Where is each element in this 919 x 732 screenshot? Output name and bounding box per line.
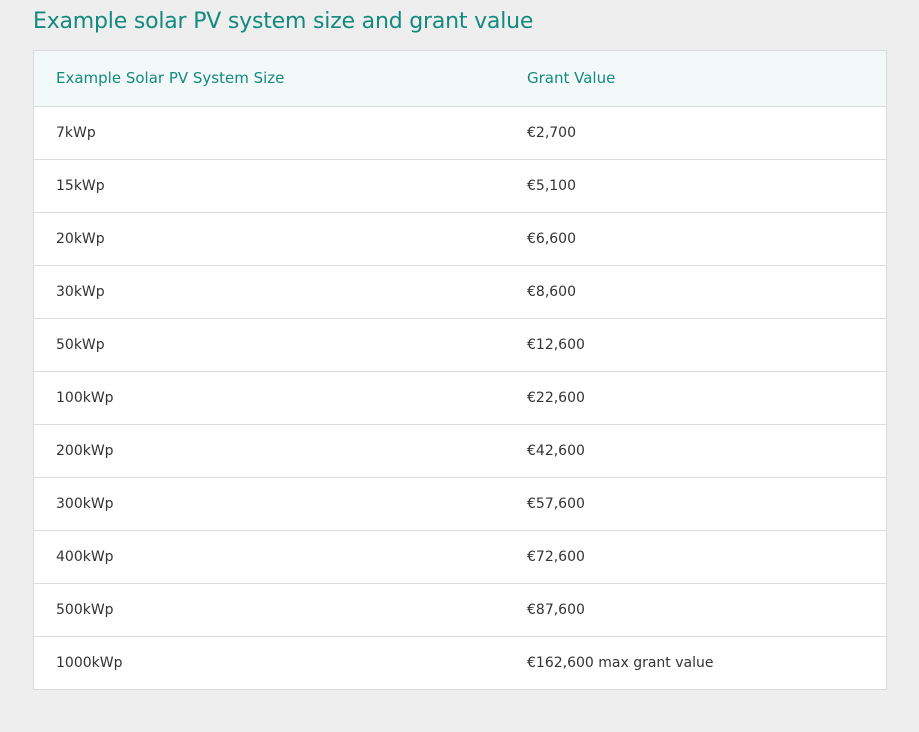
table-row: 15kWp €5,100 — [34, 159, 886, 213]
grant-value-cell: €57,600 — [505, 477, 886, 531]
grant-value-cell: €12,600 — [505, 318, 886, 372]
column-header-grant-value: Grant Value — [505, 51, 886, 107]
grant-value-cell: €2,700 — [505, 106, 886, 160]
grant-table: Example Solar PV System Size Grant Value… — [34, 51, 886, 689]
grant-value-cell: €72,600 — [505, 530, 886, 584]
grant-table-container: Example Solar PV System Size Grant Value… — [33, 50, 887, 690]
page-title: Example solar PV system size and grant v… — [33, 9, 534, 34]
system-size-cell: 1000kWp — [56, 654, 123, 671]
table-row: 1000kWp €162,600 max grant value — [34, 636, 886, 689]
table-row: 7kWp €2,700 — [34, 106, 886, 160]
table-row: 100kWp €22,600 — [34, 371, 886, 425]
system-size-cell: 30kWp — [34, 265, 505, 319]
column-header-system-size: Example Solar PV System Size — [34, 51, 505, 107]
system-size-cell: 15kWp — [34, 159, 505, 213]
table-row: 50kWp €12,600 — [34, 318, 886, 372]
grant-value-cell: €162,600 max grant value — [527, 654, 714, 671]
table-header-row: Example Solar PV System Size Grant Value — [34, 51, 886, 107]
grant-value-cell: €22,600 — [505, 371, 886, 425]
grant-value-cell: €6,600 — [505, 212, 886, 266]
table-row: 400kWp €72,600 — [34, 530, 886, 584]
grant-value-cell: €87,600 — [505, 583, 886, 637]
grant-value-cell: €5,100 — [505, 159, 886, 213]
system-size-cell: 100kWp — [34, 371, 505, 425]
system-size-cell: 300kWp — [34, 477, 505, 531]
grant-value-cell: €42,600 — [505, 424, 886, 478]
table-row: 200kWp €42,600 — [34, 424, 886, 478]
table-row: 30kWp €8,600 — [34, 265, 886, 319]
system-size-cell: 20kWp — [34, 212, 505, 266]
grant-value-cell: €8,600 — [505, 265, 886, 319]
table-row: 20kWp €6,600 — [34, 212, 886, 266]
table-body: 7kWp €2,700 15kWp €5,100 20kWp €6,600 30… — [34, 106, 886, 689]
system-size-cell: 400kWp — [34, 530, 505, 584]
table-row: 300kWp €57,600 — [34, 477, 886, 531]
table-header: Example Solar PV System Size Grant Value — [34, 51, 886, 107]
system-size-cell: 50kWp — [34, 318, 505, 372]
system-size-cell: 500kWp — [34, 583, 505, 637]
system-size-cell: 7kWp — [34, 106, 505, 160]
table-row: 500kWp €87,600 — [34, 583, 886, 637]
system-size-cell: 200kWp — [34, 424, 505, 478]
